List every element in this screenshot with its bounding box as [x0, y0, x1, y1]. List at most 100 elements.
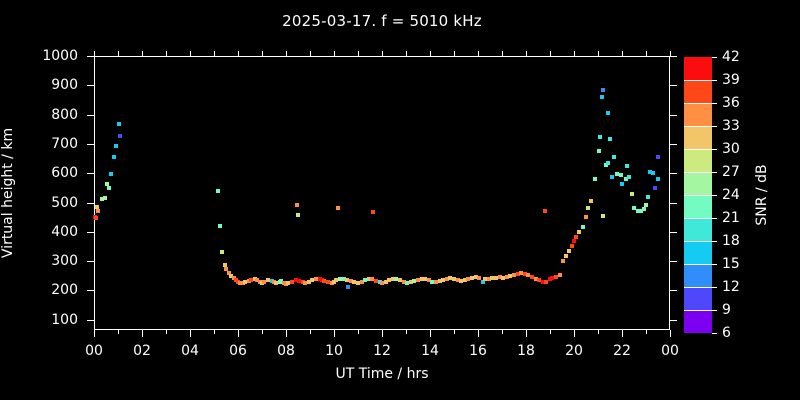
data-point	[290, 279, 294, 284]
data-point	[572, 239, 576, 244]
data-point	[416, 277, 420, 282]
data-point	[284, 281, 288, 286]
y-tick-label: 100	[51, 311, 78, 328]
data-point	[430, 279, 435, 284]
data-point	[533, 276, 538, 281]
data-point	[374, 279, 378, 284]
y-tick-label: 200	[51, 282, 78, 299]
data-point	[255, 277, 260, 282]
colorbar-separator	[684, 264, 712, 265]
colorbar-separator	[684, 195, 712, 196]
data-point	[656, 177, 661, 182]
y-tick-left	[87, 319, 94, 321]
colorbar-segment	[684, 310, 712, 333]
colorbar-segment	[684, 264, 712, 287]
data-point	[240, 281, 245, 286]
data-point	[530, 274, 534, 279]
x-tick-bottom	[94, 330, 95, 337]
colorbar-tick	[712, 149, 717, 150]
data-point	[297, 279, 302, 284]
snr-colorbar	[684, 57, 717, 334]
y-tick-right	[670, 261, 677, 263]
data-point	[257, 279, 262, 284]
y-tick-left	[87, 261, 94, 263]
x-tick-bottom	[502, 330, 503, 334]
data-point	[408, 280, 413, 285]
data-point	[99, 197, 104, 201]
x-tick-label: 10	[325, 343, 343, 359]
colorbar-tick-label: 24	[722, 187, 740, 203]
x-tick-bottom	[454, 330, 455, 334]
x-tick-top	[454, 51, 455, 56]
data-point	[635, 208, 640, 213]
data-point	[314, 277, 318, 282]
colorbar-tick-label: 30	[722, 141, 740, 157]
y-tick-left	[87, 202, 94, 204]
data-point	[419, 276, 424, 281]
y-tick-label: 700	[51, 135, 78, 152]
data-point	[345, 277, 350, 282]
data-point	[459, 279, 464, 284]
data-point	[593, 177, 598, 182]
colorbar-tick	[712, 172, 717, 173]
data-point	[589, 199, 594, 204]
data-point	[615, 171, 620, 176]
x-tick-top	[574, 51, 575, 56]
data-point	[306, 279, 311, 284]
data-point	[260, 280, 264, 285]
x-tick-label: 02	[133, 343, 151, 359]
data-point	[625, 164, 630, 169]
y-axis-label: Virtual height / km	[0, 127, 16, 259]
data-point	[526, 273, 531, 278]
x-tick-bottom	[358, 330, 359, 334]
data-point	[102, 195, 107, 200]
data-point	[603, 163, 608, 167]
data-point	[229, 274, 234, 279]
x-tick-bottom	[382, 330, 383, 337]
data-point	[466, 276, 471, 281]
colorbar-tick-label: 18	[722, 233, 740, 249]
x-tick-bottom	[622, 330, 623, 337]
data-point	[452, 277, 456, 282]
chart-title: 2025-03-17. f = 5010 kHz	[282, 12, 482, 30]
colorbar-segment	[684, 149, 712, 172]
data-point	[651, 171, 656, 176]
colorbar-tick-label: 39	[722, 72, 740, 88]
data-point	[455, 278, 460, 283]
x-axis-label: UT Time / hrs	[335, 366, 429, 382]
y-tick-label: 500	[51, 194, 78, 211]
data-point	[624, 177, 629, 182]
data-point	[300, 280, 305, 285]
x-tick-top	[262, 51, 263, 56]
data-point	[537, 278, 542, 283]
colorbar-tick-label: 42	[722, 49, 740, 65]
data-point	[586, 206, 591, 211]
y-tick-label: 400	[51, 223, 78, 240]
data-point	[577, 229, 582, 234]
data-point	[238, 280, 243, 285]
x-tick-label: 08	[277, 343, 295, 359]
x-tick-top	[382, 51, 383, 56]
x-tick-bottom	[478, 330, 479, 337]
x-tick-bottom	[190, 330, 191, 337]
data-point	[646, 195, 651, 200]
data-point	[570, 243, 575, 248]
colorbar-segment	[684, 103, 712, 126]
colorbar-segment	[684, 195, 712, 218]
data-point	[540, 279, 545, 284]
data-point	[567, 248, 572, 253]
data-point	[473, 274, 478, 279]
data-point	[252, 276, 257, 281]
data-point	[334, 278, 339, 283]
x-tick-bottom	[238, 330, 239, 337]
data-point	[286, 280, 291, 285]
y-tick-right	[670, 231, 677, 233]
data-point	[117, 121, 122, 126]
data-point	[515, 272, 520, 277]
colorbar-segment	[684, 287, 712, 310]
colorbar-tick-label: 21	[722, 210, 740, 226]
colorbar-tick	[712, 241, 717, 242]
x-tick-bottom	[118, 330, 119, 334]
y-tick-label: 1000	[42, 48, 78, 64]
colorbar-axis-label: SNR / dB	[754, 164, 770, 226]
